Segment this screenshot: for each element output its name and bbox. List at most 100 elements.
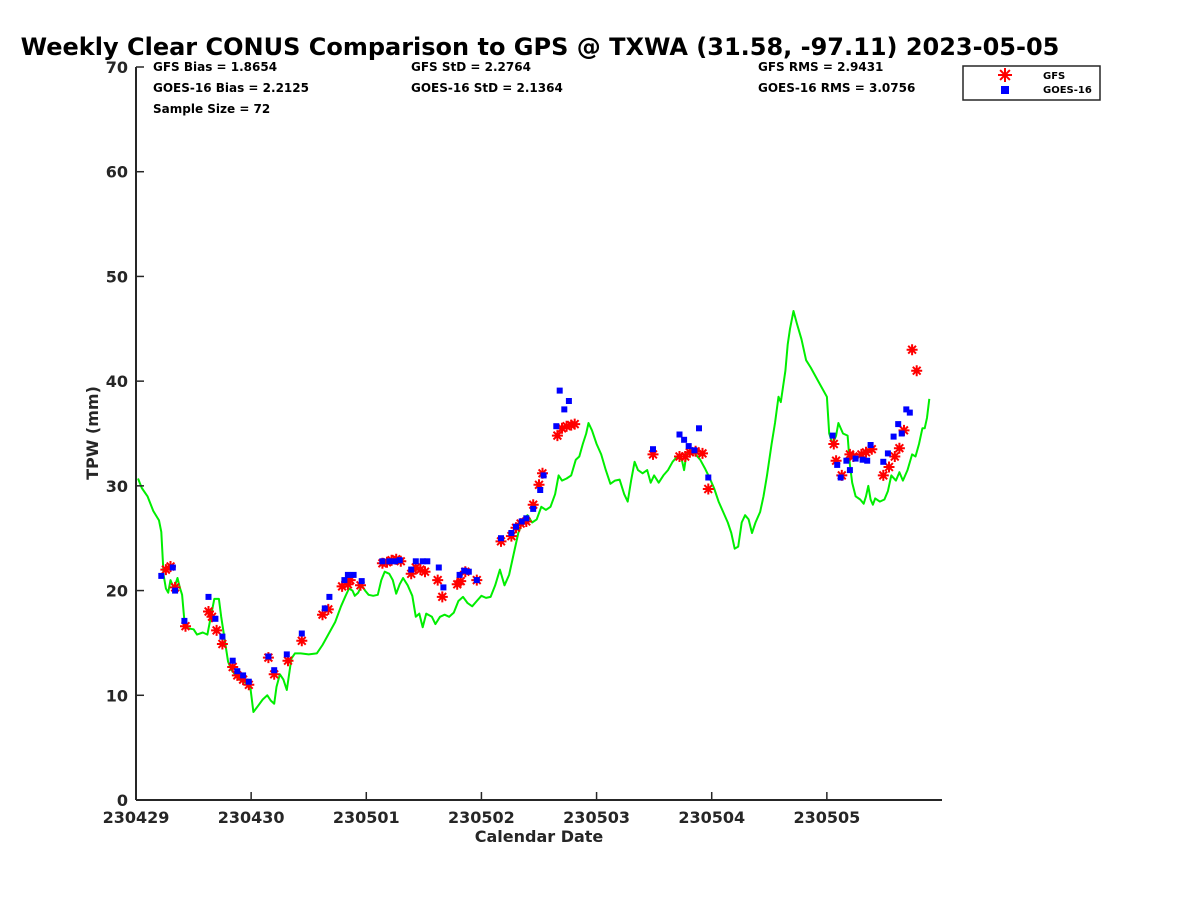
goes-point [523, 515, 530, 522]
gfs-point [533, 479, 545, 491]
gfs-point [495, 535, 507, 547]
gfs-point [551, 430, 563, 442]
goes-point [834, 461, 841, 468]
gfs-point [355, 579, 366, 591]
legend-box [962, 65, 1101, 101]
goes-point [898, 430, 905, 437]
goes-point [843, 457, 850, 464]
gfs-point [561, 420, 573, 432]
gfs-point [505, 530, 517, 542]
goes-point [650, 446, 656, 453]
plot-area [137, 310, 931, 713]
goes-point [456, 571, 463, 578]
goes-point [829, 432, 836, 439]
goes-point [265, 653, 272, 660]
gfs-point [405, 568, 417, 580]
goes-point [465, 568, 472, 575]
gfs-point [268, 668, 280, 680]
goes-point [895, 421, 902, 428]
gfs-point [860, 446, 872, 458]
goes-point [676, 431, 683, 438]
goes-point [205, 593, 212, 600]
legend-gfs-marker [998, 68, 1012, 82]
goes-point [561, 406, 568, 413]
goes-point [341, 577, 348, 584]
gfs-point [877, 469, 889, 481]
goes-point [691, 447, 698, 454]
goes-point [518, 518, 525, 525]
goes-point [358, 578, 365, 585]
gfs-rms-text: GFS RMS = 2.9431 [758, 60, 883, 74]
goes-point [498, 535, 504, 542]
goes-point [681, 436, 688, 443]
goes-point [864, 457, 871, 464]
y-ticks: 0 10 20 30 40 50 60 70 [106, 58, 144, 810]
gfs-point [180, 620, 191, 632]
gfs-bias-text: GFS Bias = 1.8654 [153, 60, 277, 74]
gfs-point [855, 448, 867, 460]
goes-point [408, 566, 415, 573]
gfs-point [569, 418, 581, 430]
gfs-point [883, 461, 895, 473]
goes-point [412, 558, 419, 565]
gfs-point [211, 624, 223, 636]
legend: GFS GOES-16 [962, 65, 1101, 101]
goes-point [461, 567, 468, 574]
gfs-point [169, 581, 181, 593]
goes-point [321, 605, 328, 612]
goes-point [283, 651, 290, 658]
goes-bias-text: GOES-16 Bias = 2.2125 [153, 81, 309, 95]
chart-title: Weekly Clear CONUS Comparison to GPS @ T… [21, 33, 1060, 61]
goes-point [245, 678, 252, 685]
gfs-point [216, 638, 228, 650]
gps-series [137, 310, 931, 713]
goes-point [181, 617, 188, 624]
gfs-std-text: GFS StD = 2.2764 [411, 60, 531, 74]
gfs-point [866, 443, 878, 455]
goes-point [530, 505, 537, 512]
gps-line [137, 310, 931, 713]
gfs-point [160, 564, 172, 576]
x-tick-label: 230502 [448, 808, 515, 827]
goes-point [890, 433, 897, 440]
gfs-point [455, 575, 467, 587]
y-tick-label: 20 [106, 582, 128, 601]
gfs-point [684, 446, 696, 458]
goes-point [852, 455, 859, 462]
gfs-point [556, 422, 568, 434]
gfs-point [317, 609, 328, 621]
goes-point [565, 398, 572, 404]
goes-point [419, 558, 426, 565]
goes-point [396, 557, 403, 564]
goes-point [906, 409, 913, 416]
gfs-point [527, 499, 539, 511]
goes-std-text: GOES-16 StD = 2.1364 [411, 81, 563, 95]
gfs-point [206, 611, 218, 623]
goes-point [229, 657, 236, 664]
gfs-point [419, 566, 431, 578]
goes-point [685, 443, 692, 450]
gfs-point [410, 562, 422, 573]
goes-point [884, 450, 891, 457]
goes-point [240, 672, 247, 679]
gfs-point [296, 635, 308, 647]
y-tick-label: 50 [106, 267, 128, 286]
legend-gfs-label: GFS [1043, 71, 1065, 82]
goes-point [424, 558, 431, 565]
goes-point [271, 667, 278, 674]
goes-point [169, 564, 176, 571]
stats-block: GFS Bias = 1.8654 GOES-16 Bias = 2.2125 … [153, 60, 915, 116]
goes-point [846, 467, 853, 474]
goes-point [513, 523, 519, 530]
goes-point [696, 425, 702, 432]
goes-point [219, 633, 226, 640]
gfs-point [898, 424, 910, 436]
x-tick-label: 230430 [218, 808, 285, 827]
gfs-point [889, 451, 901, 462]
y-tick-label: 10 [106, 686, 128, 705]
gfs-point [282, 655, 294, 667]
gfs-point [342, 578, 354, 590]
sample-size-text: Sample Size = 72 [153, 102, 270, 116]
goes-point [392, 558, 399, 565]
goes-point [537, 487, 544, 493]
